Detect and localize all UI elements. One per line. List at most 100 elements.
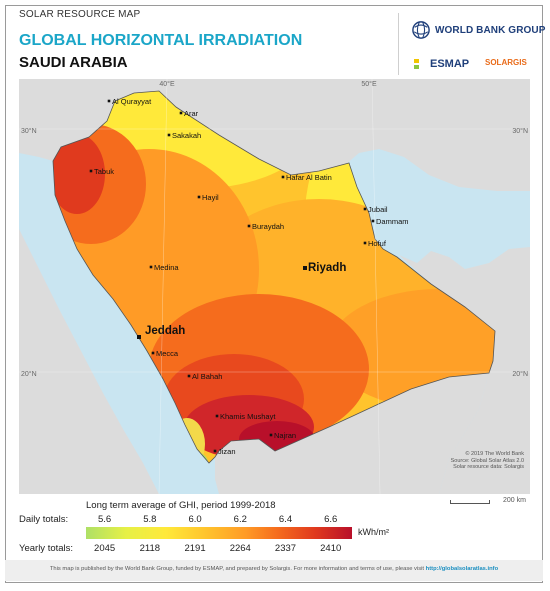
city-label: Sakakah — [172, 131, 201, 140]
solargis-logo: SOLARGIS — [485, 58, 527, 67]
city-marker — [215, 414, 219, 418]
city-marker — [269, 433, 273, 437]
graticule-label: 20°N — [512, 370, 528, 378]
city-marker — [151, 351, 155, 355]
neighboring-land-east — [399, 247, 530, 494]
city-label: Al Qurayyat — [112, 97, 152, 106]
city-label: Tabuk — [94, 167, 114, 176]
city-marker — [179, 111, 183, 115]
city-marker — [187, 374, 191, 378]
footer-text: This map is published by the World Bank … — [5, 566, 543, 572]
credit-copyright: © 2019 The World Bank — [465, 451, 524, 457]
map-title: GLOBAL HORIZONTAL IRRADIATION — [19, 32, 303, 49]
city-label: Medina — [154, 263, 179, 272]
city-label: Jeddah — [145, 325, 185, 337]
ghi-map: 40°E 50°E 30°N 20°N 30°N 20°N Al Qurayyat Arar… — [19, 79, 530, 494]
legend-unit: kWh/m² — [358, 527, 389, 537]
city-al-qurayyat: Al Qurayyat — [107, 97, 152, 106]
esmap-wordmark: ESMAP — [430, 58, 470, 70]
daily-value: 6.0 — [188, 514, 202, 525]
city-marker — [363, 207, 367, 211]
legend-colorbar — [86, 527, 352, 539]
footer-link[interactable]: http://globalsolaratlas.info — [425, 566, 499, 572]
city-medina: Medina — [149, 263, 179, 272]
world-bank-globe-icon — [412, 21, 430, 39]
african-coast — [19, 229, 159, 494]
yearly-value: 2118 — [139, 543, 161, 554]
credit-source: Source: Global Solar Atlas 2.0 — [450, 457, 524, 464]
daily-value: 6.2 — [233, 514, 247, 525]
yearly-value: 2410 — [320, 543, 342, 554]
city-jizan: Jizan — [213, 447, 236, 456]
city-marker — [371, 219, 375, 223]
daily-value: 5.6 — [98, 514, 112, 525]
yearly-value: 2337 — [274, 543, 297, 554]
city-label: Jubail — [368, 205, 388, 214]
map-credit: © 2019 The World Bank Source: Global Sol… — [426, 451, 524, 471]
scale-bar-line — [450, 500, 490, 504]
city-label: Arar — [184, 109, 199, 118]
city-tabuk: Tabuk — [89, 167, 114, 176]
world-bank-logo: WORLD BANK GROUP — [412, 21, 545, 39]
header-divider — [398, 13, 399, 75]
city-marker — [107, 99, 111, 103]
neighboring-land-north — [19, 79, 530, 191]
city-najran: Najran — [269, 431, 296, 440]
graticule-label: 40°E — [159, 80, 175, 88]
city-label: Buraydah — [252, 222, 284, 231]
map-area: 40°E 50°E 30°N 20°N 30°N 20°N Al Qurayyat Arar… — [19, 79, 530, 494]
city-marker — [149, 265, 153, 269]
graticule-label: 30°N — [512, 127, 528, 135]
yearly-value: 2264 — [229, 543, 251, 554]
city-khamis-mushayt: Khamis Mushayt — [215, 412, 276, 421]
city-label: Dammam — [376, 217, 409, 226]
scale-bar-label: 200 km — [503, 497, 526, 504]
graticule-label: 50°E — [361, 80, 377, 88]
city-marker — [281, 175, 285, 179]
footer-statement: This map is published by the World Bank … — [49, 566, 425, 572]
daily-values-row: 5.6 5.8 6.0 6.2 6.4 6.6 — [86, 514, 352, 526]
yearly-totals-label: Yearly totals: — [19, 543, 74, 554]
city-label: Jizan — [218, 447, 236, 456]
yearly-value: 2191 — [184, 543, 206, 554]
city-marker — [303, 266, 307, 270]
esmap-logo: ESMAP — [414, 58, 469, 70]
graticule-lines — [19, 79, 530, 494]
city-riyadh: Riyadh — [303, 262, 346, 274]
city-label: Al Bahah — [192, 372, 222, 381]
city-hayil: Hayil — [197, 193, 219, 202]
city-label: Hofuf — [368, 239, 387, 248]
city-label: Najran — [274, 431, 296, 440]
city-label: Mecca — [156, 349, 179, 358]
city-marker — [247, 224, 251, 228]
world-bank-wordmark: WORLD BANK GROUP — [435, 24, 546, 36]
graticule-label: 30°N — [21, 127, 37, 135]
city-marker — [213, 449, 217, 453]
city-marker — [89, 169, 93, 173]
yearly-values-row: 2045 2118 2191 2264 2337 2410 — [86, 543, 352, 555]
neighboring-land-south — [215, 373, 489, 494]
city-marker — [137, 335, 141, 339]
city-label: Khamis Mushayt — [220, 412, 276, 421]
city-sakakah: Sakakah — [167, 131, 201, 140]
city-label: Hafar Al Batin — [286, 173, 332, 182]
city-label: Riyadh — [308, 262, 346, 274]
country-name: SAUDI ARABIA — [19, 54, 128, 71]
city-hofuf: Hofuf — [363, 239, 387, 248]
daily-totals-label: Daily totals: — [19, 514, 69, 525]
city-label: Hayil — [202, 193, 219, 202]
city-buraydah: Buraydah — [247, 222, 284, 231]
city-marker — [167, 133, 171, 137]
saudi-arabia-border — [52, 90, 496, 464]
graticule-label: 20°N — [21, 370, 37, 378]
map-series-label: SOLAR RESOURCE MAP — [19, 9, 141, 20]
city-marker — [363, 241, 367, 245]
yearly-value: 2045 — [94, 543, 116, 554]
city-dammam: Dammam — [371, 217, 409, 226]
city-arar: Arar — [179, 109, 199, 118]
scale-bar: 200 km — [450, 497, 526, 504]
daily-value: 6.4 — [278, 514, 293, 525]
city-marker — [197, 195, 201, 199]
city-jeddah: Jeddah — [137, 325, 185, 339]
city-jubail: Jubail — [363, 205, 388, 214]
